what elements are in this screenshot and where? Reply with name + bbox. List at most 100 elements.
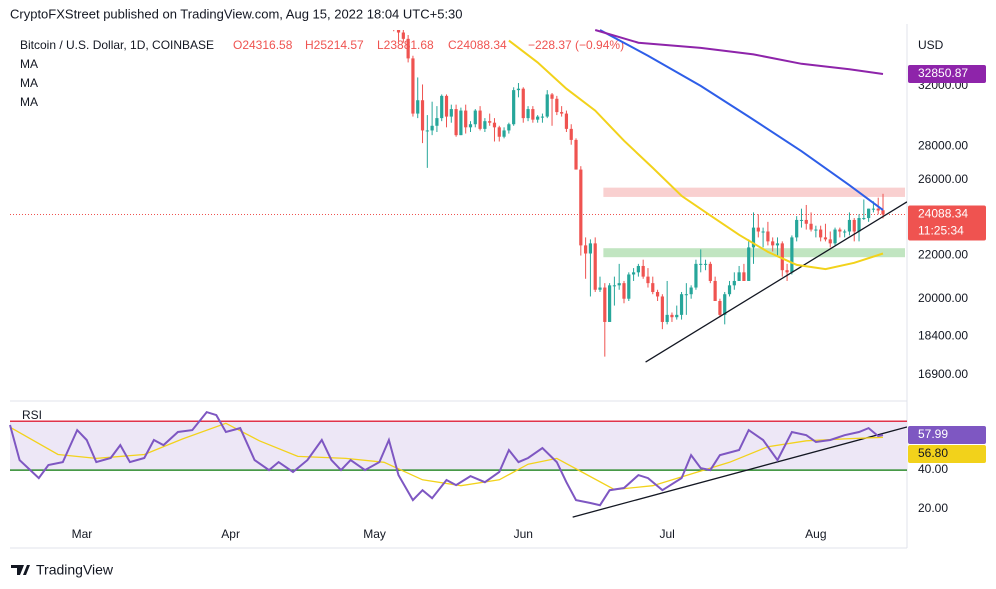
rsi-last-label: 57.99 <box>908 425 986 444</box>
candle-body <box>406 38 410 59</box>
candle-body <box>814 229 818 231</box>
x-tick-label: Jul <box>659 527 674 541</box>
candle-body <box>627 274 631 299</box>
candle-body <box>823 237 828 240</box>
candle-body <box>867 208 871 219</box>
candle-body <box>795 219 799 238</box>
candle-body <box>703 263 708 265</box>
candle-body <box>766 231 770 242</box>
rsi-line <box>9 422 884 491</box>
candle-body <box>420 100 425 131</box>
candle-body <box>852 219 856 232</box>
candle-body <box>440 95 444 119</box>
moving-average <box>599 29 884 211</box>
candle-body <box>785 270 789 273</box>
candle-body <box>771 241 775 246</box>
candle-body <box>584 245 588 254</box>
ma-last-label-box <box>908 64 986 83</box>
candle-body <box>579 169 583 246</box>
candle-body <box>425 130 429 132</box>
candle-body <box>521 88 525 119</box>
candle-body <box>809 223 813 230</box>
candle-body <box>564 113 569 129</box>
price-zone <box>603 187 905 197</box>
candle-body <box>751 227 756 248</box>
y-tick-label: 26000.00 <box>918 172 968 186</box>
candle-body <box>646 276 650 284</box>
candle-body <box>699 263 703 265</box>
logo-icon <box>11 565 30 575</box>
candle-body <box>468 124 473 128</box>
candle-body <box>540 116 545 118</box>
last-price-label-box <box>908 205 986 241</box>
candle-body <box>713 280 717 301</box>
legend-entry: MA <box>20 76 38 90</box>
candle-body <box>727 285 732 295</box>
candle-body <box>732 280 736 286</box>
candle-body <box>665 314 669 322</box>
y-tick-label: 18400.00 <box>918 329 968 343</box>
rsi-pane <box>10 420 907 518</box>
ohlc-open: O24316.58 <box>233 38 293 52</box>
candle-body <box>569 128 573 140</box>
candle-body <box>396 30 401 33</box>
candle-body <box>478 110 482 129</box>
price-change: −228.37 (−0.94%) <box>528 38 624 52</box>
candle-body <box>588 243 593 254</box>
candle-body <box>804 219 808 224</box>
candle-body <box>747 247 751 281</box>
logo: TradingView <box>11 562 114 578</box>
candle-body <box>464 110 468 128</box>
y-tick-label: 40.00 <box>918 462 948 476</box>
candle-body <box>761 231 765 233</box>
rsi-last-label-box <box>908 425 986 444</box>
last-price-label-text: 24088.34 <box>918 207 968 221</box>
candle-body <box>684 294 688 296</box>
legend-entry: MA <box>20 57 38 71</box>
candle-body <box>799 219 804 221</box>
x-tick-label: Apr <box>221 527 240 541</box>
candle-body <box>857 218 861 232</box>
y-tick-label: 20000.00 <box>918 291 968 305</box>
candle-body <box>871 208 876 210</box>
rsi-line <box>9 410 884 507</box>
candle-body <box>512 90 516 125</box>
candle-body <box>675 314 679 318</box>
x-tick-label: Mar <box>72 527 93 541</box>
candle-body <box>492 122 497 128</box>
candle-body <box>531 109 535 120</box>
candle-body <box>612 285 616 287</box>
candle-body <box>603 287 607 322</box>
candle-body <box>689 287 693 295</box>
y-tick-label: 22000.00 <box>918 248 968 262</box>
symbol-title: Bitcoin / U.S. Dollar, 1D, COINBASE <box>20 38 214 52</box>
candle-body <box>723 294 727 315</box>
candle-body <box>828 239 832 244</box>
candle-body <box>622 283 626 299</box>
candle-body <box>488 121 492 123</box>
x-tick-label: May <box>363 527 386 541</box>
logo-text: TradingView <box>36 562 114 578</box>
candle-body <box>670 314 674 318</box>
candle-body <box>454 109 458 136</box>
candle-body <box>435 118 439 126</box>
price-pane <box>10 30 907 363</box>
candle-body <box>847 219 852 232</box>
candle-body <box>507 124 511 131</box>
candle-body <box>593 243 597 290</box>
ohlc-close: C24088.34 <box>448 38 507 52</box>
candle-body <box>449 109 453 117</box>
candle-body <box>526 109 530 119</box>
candle-body <box>655 291 660 297</box>
candle-body <box>497 127 501 137</box>
legend-entry: MA <box>20 95 38 109</box>
trendline <box>572 426 907 518</box>
candle-body <box>737 272 741 281</box>
rsi-last-label-text: 56.80 <box>918 446 948 460</box>
candle-body <box>838 229 842 232</box>
candle-body <box>574 139 578 170</box>
candle-body <box>545 94 549 117</box>
candle-body <box>862 218 866 220</box>
candle-body <box>756 227 760 232</box>
